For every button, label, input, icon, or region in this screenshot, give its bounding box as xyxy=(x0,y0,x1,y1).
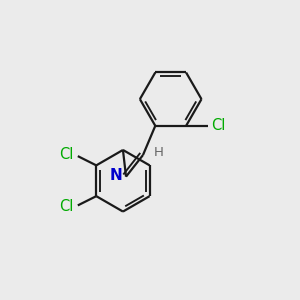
Text: Cl: Cl xyxy=(212,118,226,133)
Text: Cl: Cl xyxy=(59,200,73,214)
Text: N: N xyxy=(110,168,122,183)
Text: H: H xyxy=(154,146,164,159)
Text: Cl: Cl xyxy=(59,147,73,162)
